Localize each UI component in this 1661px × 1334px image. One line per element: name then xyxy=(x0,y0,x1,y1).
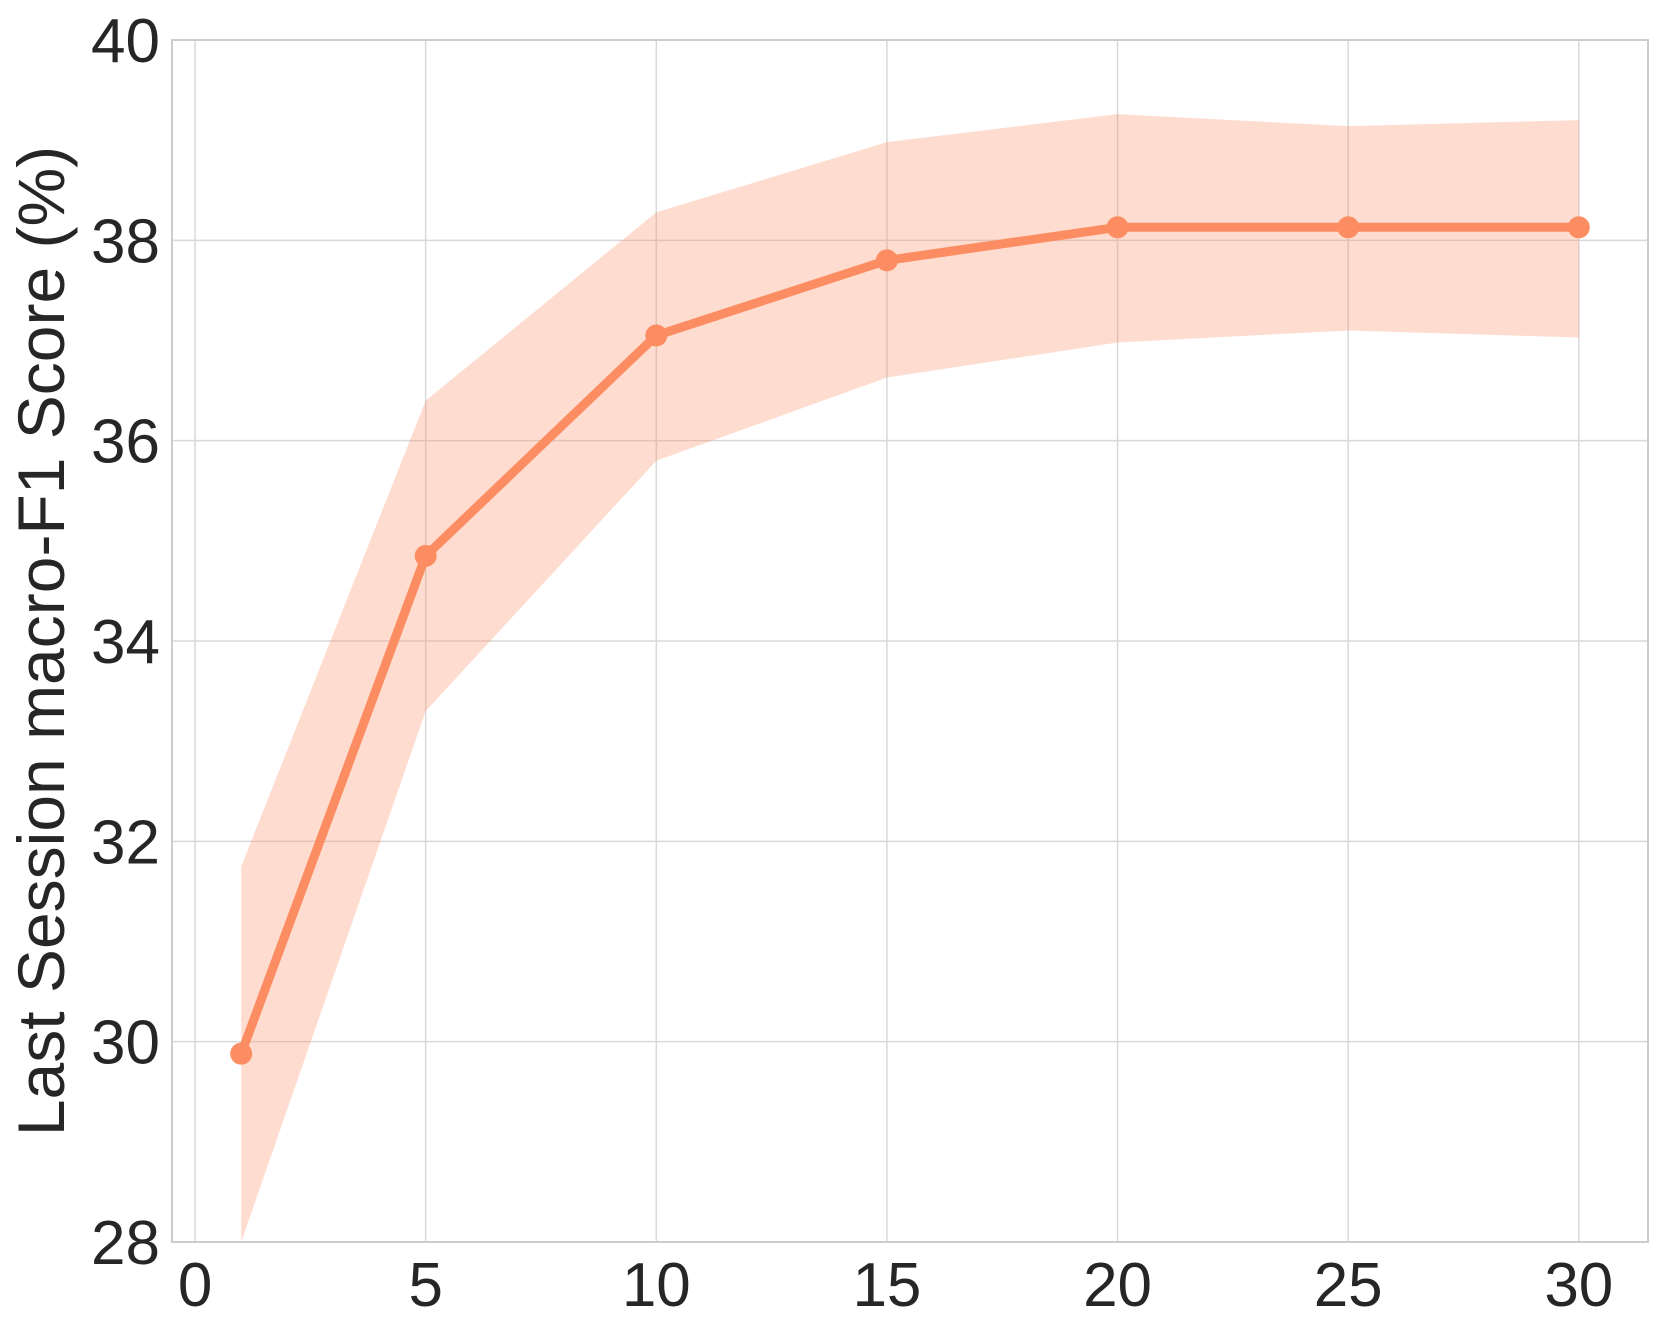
y-tick-label: 30 xyxy=(91,1009,160,1078)
x-tick-label: 10 xyxy=(622,1251,691,1320)
data-point xyxy=(414,544,437,567)
x-tick-labels: 0 5 10 15 20 25 30 xyxy=(178,1251,1613,1320)
data-point xyxy=(1106,216,1129,239)
y-tick-label: 34 xyxy=(91,608,160,677)
x-tick-label: 15 xyxy=(852,1251,921,1320)
x-tick-label: 0 xyxy=(178,1251,212,1320)
y-tick-label: 28 xyxy=(91,1209,160,1278)
data-point xyxy=(230,1042,253,1065)
x-tick-label: 5 xyxy=(408,1251,442,1320)
y-tick-labels: 28 30 32 34 36 38 40 xyxy=(91,7,160,1278)
confidence-band-layer xyxy=(241,114,1579,1243)
x-tick-label: 25 xyxy=(1314,1251,1383,1320)
y-axis-title: Last Session macro-F1 Score (%) xyxy=(4,146,78,1136)
x-tick-label: 30 xyxy=(1544,1251,1613,1320)
y-tick-label: 32 xyxy=(91,808,160,877)
data-point xyxy=(1337,216,1360,239)
data-point xyxy=(875,249,898,272)
data-point xyxy=(1567,216,1590,239)
y-tick-label: 38 xyxy=(91,207,160,276)
x-tick-label: 20 xyxy=(1083,1251,1152,1320)
y-tick-label: 40 xyxy=(91,7,160,76)
data-point-layer xyxy=(230,216,1590,1065)
data-point xyxy=(645,324,668,347)
y-tick-label: 36 xyxy=(91,408,160,477)
confidence-band xyxy=(241,114,1579,1243)
plot-frame xyxy=(171,39,1649,1243)
